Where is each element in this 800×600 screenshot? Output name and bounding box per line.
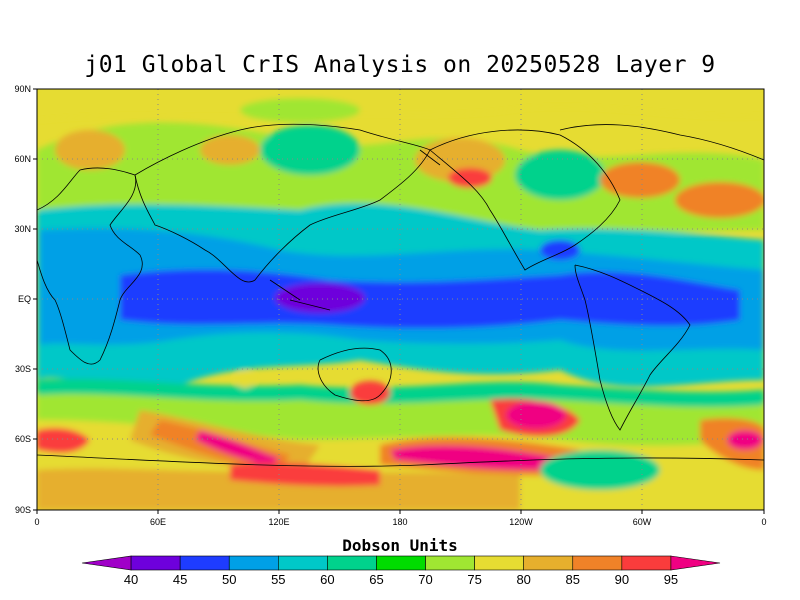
- x-tick-label: 120W: [509, 517, 533, 527]
- colorbar-label: 90: [615, 572, 629, 587]
- y-tick-label: 60S: [15, 434, 31, 444]
- colorbar-swatch: [621, 555, 672, 571]
- x-tick-label: 180: [392, 517, 407, 527]
- ozone-field: [37, 89, 764, 510]
- y-tick-label: 30S: [15, 364, 31, 374]
- colorbar-label: 95: [664, 572, 678, 587]
- x-tick-label: 120E: [268, 517, 289, 527]
- colorbar-swatch: [228, 555, 279, 571]
- colorbar: 40 45 50 55 60 65 70 75 80 85 90 95: [81, 555, 721, 587]
- colorbar-label: 55: [271, 572, 285, 587]
- y-tick-label: 30N: [14, 224, 31, 234]
- map-title: j01 Global CrIS Analysis on 20250528 Lay…: [84, 52, 716, 78]
- colorbar-label: 60: [320, 572, 334, 587]
- x-tick-label: 0: [34, 517, 39, 527]
- colorbar-label: 70: [418, 572, 432, 587]
- colorbar-title: Dobson Units: [342, 536, 458, 555]
- y-tick-label: 60N: [14, 154, 31, 164]
- colorbar-swatch: [425, 555, 475, 571]
- colorbar-label: 40: [124, 572, 138, 587]
- colorbar-swatch: [670, 555, 721, 571]
- colorbar-swatch: [376, 555, 426, 571]
- graticule: [37, 89, 764, 510]
- y-tick-labels: 90N 60N 30N EQ 30S 60S 90S: [14, 84, 31, 515]
- x-tick-label: 0: [761, 517, 766, 527]
- colorbar-swatch: [523, 555, 574, 571]
- colorbar-swatch: [130, 555, 181, 571]
- x-tick-labels: 0 60E 120E 180 120W 60W 0: [34, 517, 766, 527]
- colorbar-label: 45: [173, 572, 187, 587]
- colorbar-swatch: [278, 555, 328, 571]
- colorbar-swatch: [81, 555, 132, 571]
- colorbar-label: 65: [369, 572, 383, 587]
- colorbar-swatch: [179, 555, 230, 571]
- colorbar-swatch: [474, 555, 524, 571]
- colorbar-label: 85: [566, 572, 580, 587]
- coastlines: [37, 123, 764, 467]
- colorbar-swatch: [572, 555, 623, 571]
- x-tick-label: 60E: [150, 517, 166, 527]
- colorbar-label: 75: [467, 572, 481, 587]
- y-tick-label: 90N: [14, 84, 31, 94]
- x-tick-label: 60W: [633, 517, 652, 527]
- colorbar-label: 50: [222, 572, 236, 587]
- colorbar-swatch: [327, 555, 377, 571]
- y-tick-label: EQ: [18, 294, 31, 304]
- colorbar-label: 80: [516, 572, 530, 587]
- y-tick-label: 90S: [15, 505, 31, 515]
